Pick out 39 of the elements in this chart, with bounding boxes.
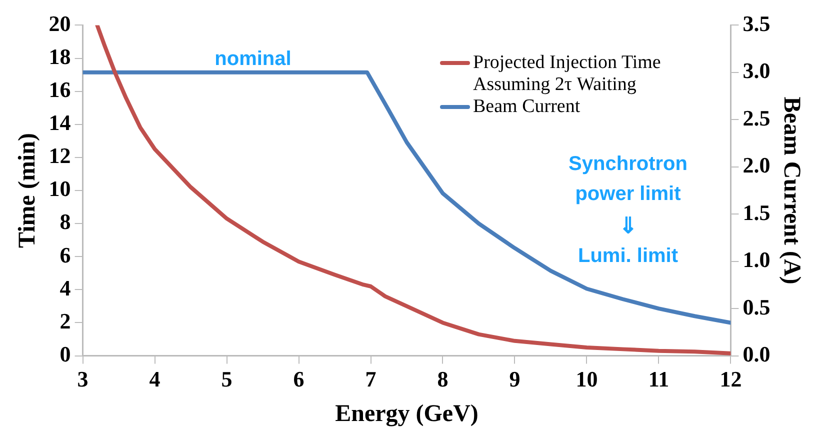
y2-tick-label: 2.5 bbox=[742, 105, 770, 130]
y2-axis-title: Beam Current (A) bbox=[778, 96, 804, 284]
x-tick-label: 9 bbox=[509, 366, 520, 392]
y-tick-label: 6 bbox=[60, 242, 71, 268]
annotation: ⇓ bbox=[618, 213, 638, 239]
y-tick-label: 16 bbox=[48, 77, 71, 102]
y-tick-label: 8 bbox=[60, 209, 71, 234]
x-tick-label: 11 bbox=[648, 366, 670, 392]
x-tick-label: 4 bbox=[149, 366, 160, 392]
x-tick-label: 8 bbox=[437, 366, 448, 392]
y-tick-label: 0 bbox=[60, 341, 71, 366]
y-tick-label: 2 bbox=[60, 308, 71, 334]
legend-label: Beam Current bbox=[473, 96, 582, 118]
y2-tick-label: 0.0 bbox=[742, 341, 770, 366]
annotation: power limit bbox=[574, 183, 682, 206]
y2-tick-label: 0.5 bbox=[742, 294, 770, 320]
annotation: Synchrotron bbox=[568, 153, 688, 176]
y2-tick-label: 3.0 bbox=[742, 58, 770, 84]
legend-label: Projected Injection Time Assuming 2τ Waiting bbox=[473, 52, 662, 96]
y-tick-label: 18 bbox=[48, 44, 71, 69]
y-tick-label: 4 bbox=[60, 275, 71, 300]
y2-tick-label: 2.0 bbox=[742, 152, 770, 178]
x-axis-title: Energy (GeV) bbox=[335, 400, 478, 427]
x-tick-label: 12 bbox=[720, 366, 742, 392]
y2-tick-label: 3.5 bbox=[742, 10, 770, 36]
y-axis-title: Time (min) bbox=[14, 133, 41, 248]
annotation: nominal bbox=[214, 48, 292, 71]
y-tick-label: 20 bbox=[48, 10, 71, 36]
annotation: Lumi. limit bbox=[577, 245, 679, 268]
x-tick-label: 7 bbox=[365, 366, 376, 392]
y2-tick-label: 1.5 bbox=[742, 200, 770, 225]
y-tick-label: 10 bbox=[48, 176, 71, 202]
y2-tick-label: 1.0 bbox=[742, 247, 770, 272]
x-tick-label: 5 bbox=[221, 366, 232, 392]
y-tick-label: 14 bbox=[48, 110, 71, 136]
x-tick-label: 10 bbox=[576, 366, 598, 392]
x-tick-label: 6 bbox=[293, 366, 304, 392]
x-tick-label: 3 bbox=[77, 366, 88, 392]
y-tick-label: 12 bbox=[48, 143, 71, 168]
